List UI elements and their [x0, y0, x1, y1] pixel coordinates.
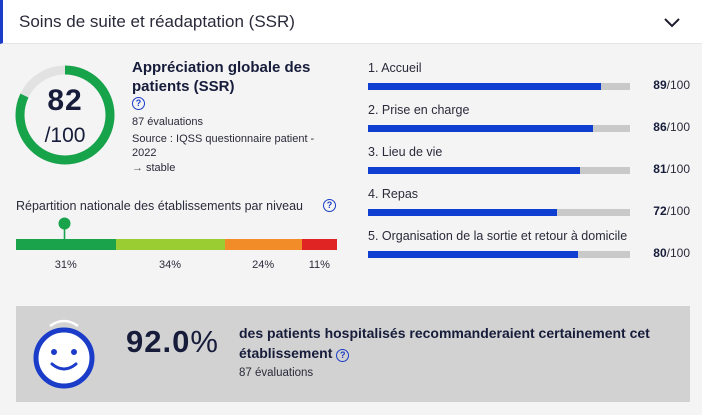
evaluation-count: 87 évaluations — [132, 116, 203, 128]
criterion-track — [368, 125, 630, 132]
criterion-track — [368, 209, 630, 216]
criterion-row: 5. Organisation de la sortie et retour à… — [368, 229, 690, 271]
criterion-score: 81/100 — [653, 162, 690, 176]
criterion-label: 5. Organisation de la sortie et retour à… — [368, 229, 628, 243]
score-donut — [15, 65, 115, 165]
help-icon[interactable]: ? — [132, 97, 145, 110]
source-text: Source : IQSS questionnaire patient - 20… — [132, 133, 315, 159]
repartition-percent: 34% — [159, 259, 182, 271]
location-pin-icon — [58, 217, 71, 241]
repartition-segment — [115, 239, 225, 250]
criterion-fill — [368, 125, 594, 132]
criterion-row: 4. Repas 72/100 — [368, 187, 690, 229]
section-title: Soins de suite et réadaptation (SSR) — [19, 12, 295, 31]
criterion-fill — [368, 251, 578, 258]
repartition-percent: 11% — [308, 259, 330, 271]
accordion-header[interactable]: Soins de suite et réadaptation (SSR) — [0, 0, 702, 44]
repartition-segment — [224, 239, 302, 250]
smiley-icon — [33, 319, 95, 389]
criterion-fill — [368, 83, 602, 90]
criterion-label: 3. Lieu de vie — [368, 145, 443, 159]
score-arc — [15, 65, 115, 165]
help-icon[interactable]: ? — [323, 199, 336, 212]
repartition-bar — [16, 239, 337, 250]
repartition-segment — [301, 239, 337, 250]
repartition-label: Répartition nationale des établissements… — [16, 199, 303, 213]
score-value: 82 — [47, 84, 83, 117]
arrow-right-icon: → — [132, 162, 143, 174]
score-denominator: /100 — [44, 124, 86, 147]
trend-label: stable — [146, 162, 176, 174]
criterion-row: 2. Prise en charge 86/100 — [368, 103, 690, 145]
criterion-fill — [368, 167, 581, 174]
criterion-label: 1. Accueil — [368, 61, 422, 75]
help-icon[interactable]: ? — [336, 349, 350, 362]
recommendation-text: des patients hospitalisés recommanderaie… — [239, 325, 650, 362]
criterion-score: 80/100 — [653, 246, 690, 260]
overview-title: Appréciation globale des patients (SSR) — [132, 59, 311, 95]
chevron-down-icon[interactable] — [662, 12, 682, 32]
criterion-score: 72/100 — [653, 204, 690, 218]
criterion-score: 86/100 — [653, 120, 690, 134]
criterion-score: 89/100 — [653, 78, 690, 92]
criterion-track — [368, 167, 630, 174]
recommendation-evaluation-count: 87 évaluations — [239, 367, 314, 379]
criterion-label: 2. Prise en charge — [368, 103, 470, 117]
repartition-percent: 24% — [252, 259, 275, 271]
criterion-row: 3. Lieu de vie 81/100 — [368, 145, 690, 187]
criterion-track — [368, 251, 630, 258]
criterion-track — [368, 83, 630, 90]
repartition-percent: 31% — [54, 259, 77, 271]
criterion-fill — [368, 209, 557, 216]
recommendation-box: 92.0% des patients hospitalisés recomman… — [16, 306, 690, 402]
criterion-row: 1. Accueil 89/100 — [368, 61, 690, 103]
recommendation-value: 92.0% — [126, 324, 219, 359]
repartition-segment — [16, 239, 116, 250]
trend-indicator: → stable — [132, 162, 175, 174]
criterion-label: 4. Repas — [368, 187, 419, 201]
